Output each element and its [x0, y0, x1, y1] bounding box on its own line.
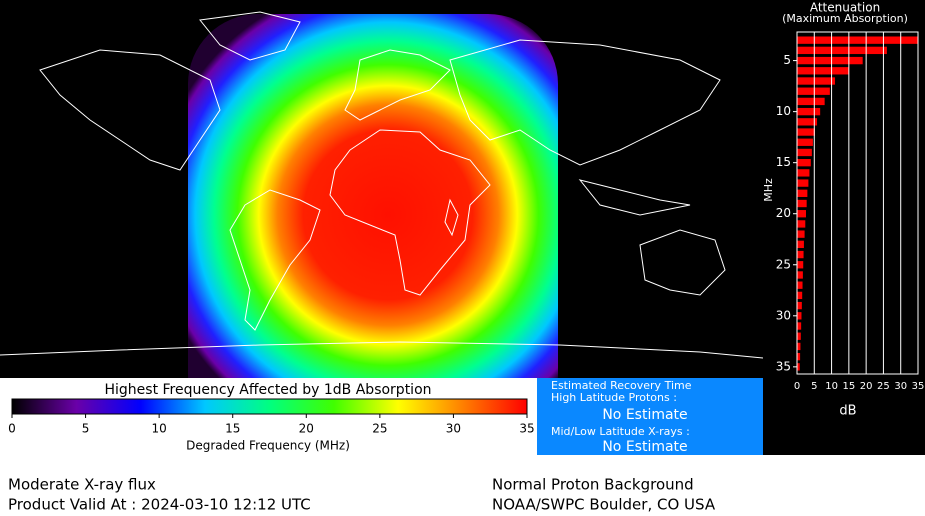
y-tick-label: 25 [776, 257, 791, 271]
map [0, 11, 763, 378]
colorbar-tick-label: 5 [82, 422, 90, 436]
coastlines [0, 11, 763, 359]
y-tick-label: 10 [776, 104, 791, 118]
chart-subtitle: (Maximum Absorption) [782, 12, 908, 25]
y-tick-label: 15 [776, 155, 791, 169]
bar [797, 158, 811, 167]
bar [797, 240, 804, 249]
bar [797, 261, 804, 269]
recovery-title: Estimated Recovery Time [551, 379, 692, 392]
mid-latitude-value: No Estimate [602, 439, 687, 455]
bar [797, 138, 813, 146]
bar [797, 97, 825, 106]
recovery-box [537, 378, 763, 455]
bar [797, 342, 801, 351]
x-tick-label: 10 [825, 381, 838, 392]
colorbar-tick-label: 25 [372, 422, 387, 436]
colorbar-tick-label: 35 [519, 422, 534, 436]
absorption-region [188, 14, 558, 378]
colorbar-tick-label: 20 [299, 422, 314, 436]
x-tick-label: 5 [811, 381, 817, 392]
bar [797, 322, 802, 330]
colorbar: 0 5 10 15 20 25 30 35 [8, 398, 535, 436]
bar [797, 312, 802, 320]
bar [797, 77, 836, 85]
bar [797, 118, 818, 126]
high-latitude-label: High Latitude Protons : [551, 391, 677, 404]
bar [797, 36, 918, 44]
legend-title: Highest Frequency Affected by 1dB Absorp… [104, 382, 431, 398]
y-tick-label: 5 [783, 53, 791, 67]
colorbar-tick-label: 10 [152, 422, 167, 436]
bar [797, 230, 805, 238]
bar [797, 179, 809, 187]
bar [797, 250, 804, 259]
chart-title: Attenuation [810, 1, 880, 15]
x-tick-label: 30 [894, 381, 907, 392]
bar [797, 291, 803, 300]
bar [797, 87, 830, 95]
y-axis-label: MHz [762, 178, 775, 202]
bar [797, 363, 800, 371]
bar [797, 46, 887, 55]
colorbar-tick-label: 30 [446, 422, 461, 436]
footer-left-1: Moderate X-ray flux [8, 476, 156, 494]
y-tick-label: 30 [776, 308, 791, 322]
bar [797, 148, 812, 157]
high-latitude-value: No Estimate [602, 407, 687, 423]
x-tick-label: 25 [877, 381, 890, 392]
bar [797, 332, 801, 340]
x-axis-label: dB [839, 404, 856, 419]
y-tick-label: 20 [776, 206, 791, 220]
bar [797, 301, 802, 310]
colorbar-tick-label: 0 [8, 422, 16, 436]
bar [797, 107, 821, 116]
x-tick-label: 20 [860, 381, 873, 392]
bar [797, 220, 806, 228]
footer-right-1: Normal Proton Background [492, 476, 694, 494]
attenuation-panel [763, 0, 925, 455]
bar [797, 271, 803, 279]
footer-left-2: Product Valid At : 2024-03-10 12:12 UTC [8, 496, 311, 514]
plot-frame [796, 31, 919, 375]
bar [797, 281, 803, 289]
footer-right-2: NOAA/SWPC Boulder, CO USA [492, 496, 716, 514]
bar [797, 210, 806, 218]
legend-xlabel: Degraded Frequency (MHz) [186, 439, 350, 453]
colorbar-tick-label: 15 [225, 422, 240, 436]
x-tick-label: 35 [912, 381, 925, 392]
bar [797, 189, 808, 197]
bar [797, 199, 807, 208]
bar [797, 67, 849, 75]
y-tick-label: 35 [776, 359, 791, 373]
bar [797, 352, 801, 361]
x-tick-label: 0 [794, 381, 800, 392]
bar [797, 56, 863, 65]
mid-latitude-label: Mid/Low Latitude X-rays : [551, 425, 690, 438]
colorbar-scale [11, 398, 528, 415]
x-tick-label: 15 [842, 381, 855, 392]
bar [797, 169, 810, 177]
bar [797, 128, 815, 136]
